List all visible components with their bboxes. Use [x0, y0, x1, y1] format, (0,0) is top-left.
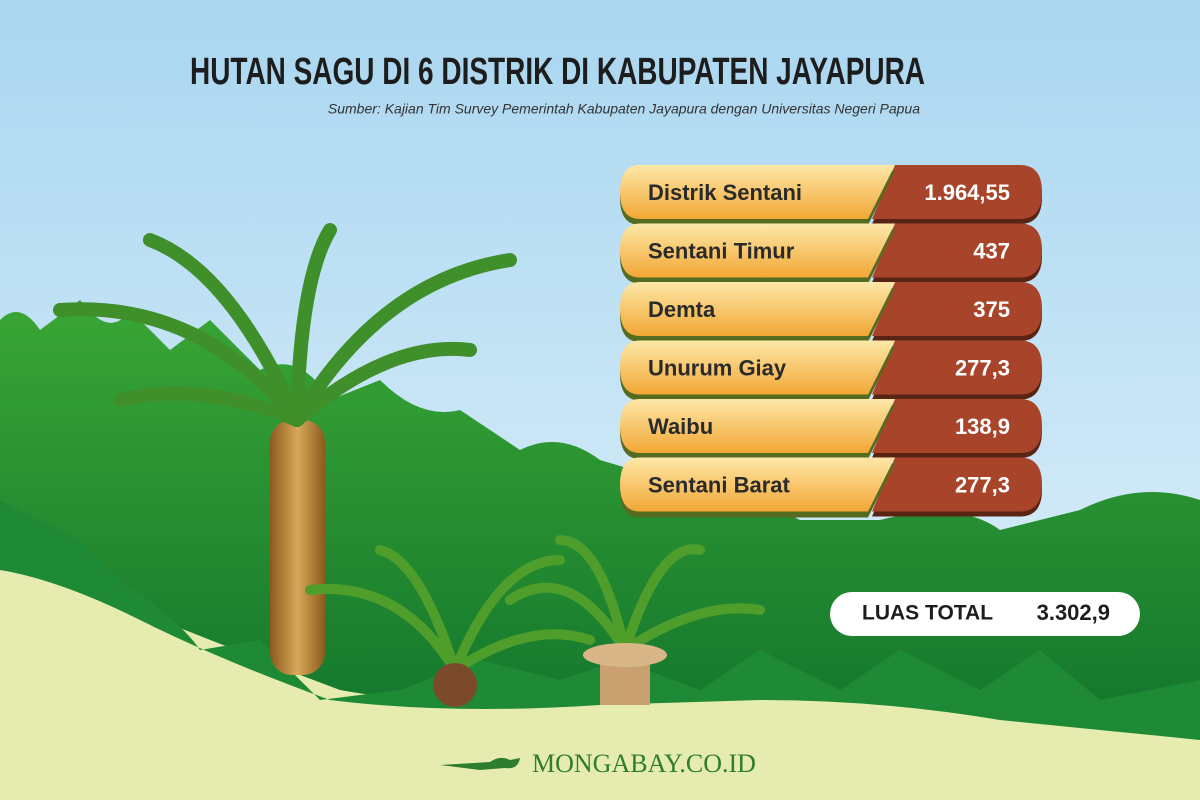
label-box: [620, 282, 895, 336]
logo-gecko: [440, 757, 520, 770]
total-value: 3.302,9: [1037, 600, 1110, 625]
row-value: 1.964,55: [924, 180, 1010, 205]
label-box: [620, 399, 895, 453]
small-palm-base: [433, 663, 477, 707]
label-box: [620, 223, 895, 278]
title: HUTAN SAGU DI 6 DISTRIK DI KABUPATEN JAY…: [190, 51, 925, 93]
palm-trunk: [270, 420, 325, 675]
row-label: Sentani Barat: [648, 472, 790, 497]
row-value: 277,3: [955, 355, 1010, 380]
row-label: Sentani Timur: [648, 238, 795, 263]
total-label: LUAS TOTAL: [862, 602, 993, 625]
label-box: [620, 165, 895, 219]
row-value: 277,3: [955, 472, 1010, 497]
rows: Distrik Sentani 1.964,55 Sentani Timur 437 D…: [620, 165, 1042, 518]
value-box: [872, 282, 1042, 336]
front-bush: [0, 500, 1200, 740]
small-palm: [305, 535, 765, 675]
value-box: [872, 165, 1042, 219]
source: Sumber: Kajian Tim Survey Pemerintah Kab…: [328, 101, 920, 117]
row-value: 138,9: [955, 414, 1010, 439]
row-value: 437: [973, 238, 1010, 263]
row-label: Distrik Sentani: [648, 180, 802, 205]
label-box: [620, 457, 895, 512]
palm-fronds: [53, 223, 517, 427]
brand: MONGABAY.CO.ID: [532, 749, 756, 778]
value-box: [872, 457, 1042, 512]
row-label: Waibu: [648, 414, 713, 439]
small-palm-base: [583, 643, 667, 667]
total-pill: [830, 592, 1140, 636]
label-box: [620, 340, 895, 395]
value-box: [872, 340, 1042, 395]
value-box: [872, 399, 1042, 453]
row-label: Demta: [648, 297, 716, 322]
value-box: [872, 223, 1042, 278]
row-label: Unurum Giay: [648, 355, 787, 380]
ground: [0, 560, 1200, 800]
row-value: 375: [973, 297, 1010, 322]
